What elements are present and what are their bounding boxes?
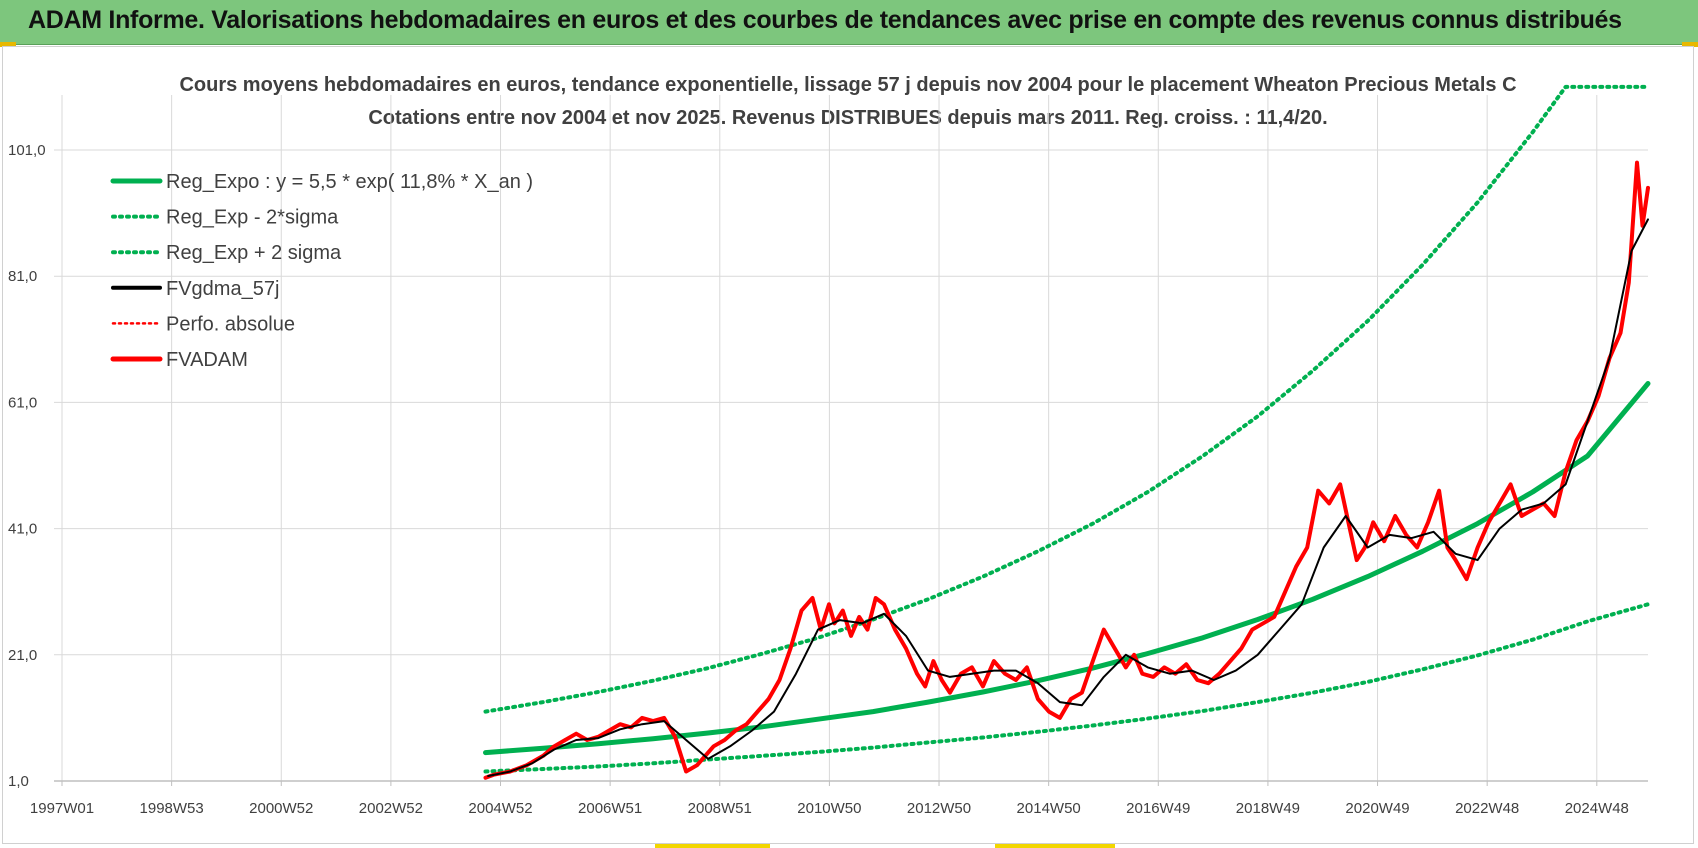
x-tick-label: 2012W50 [907,800,971,817]
y-tick-label: 41,0 [8,521,37,538]
x-tick-label: 2004W52 [468,800,532,817]
legend: Reg_Expo : y = 5,5 * exp( 11,8% * X_an )… [110,171,533,371]
x-tick-label: 2002W52 [359,800,423,817]
x-tick-label: 2000W52 [249,800,313,817]
x-tick-label: 2016W49 [1126,800,1190,817]
x-tick-label: 1997W01 [30,800,94,817]
legend-label: Reg_Exp - 2*sigma [166,207,339,229]
header-banner: ADAM Informe. Valorisations hebdomadaire… [0,0,1698,45]
y-tick-label: 1,0 [8,773,29,790]
x-tick-label: 1998W53 [140,800,204,817]
x-tick-label: 2024W48 [1565,800,1629,817]
header-title: ADAM Informe. Valorisations hebdomadaire… [28,6,1622,34]
x-tick-label: 2020W49 [1345,800,1409,817]
x-tick-label: 2008W51 [688,800,752,817]
legend-label: FVgdma_57j [166,278,279,300]
chart-frame [2,46,1694,844]
y-tick-label: 61,0 [8,394,37,411]
bottom-strip [655,844,770,848]
legend-label: Reg_Exp + 2 sigma [166,242,342,264]
series-fvadam-line [483,160,1650,780]
legend-label: Reg_Expo : y = 5,5 * exp( 11,8% * X_an ) [166,171,533,193]
x-tick-label: 2022W48 [1455,800,1519,817]
x-tick-label: 2010W50 [797,800,861,817]
x-tick-label: 2014W50 [1017,800,1081,817]
series-reg-plus-2sigma-line [483,84,1650,714]
x-tick-label: 2006W51 [578,800,642,817]
series-reg-minus-2sigma-line [483,602,1650,774]
chart-title: Cours moyens hebdomadaires en euros, ten… [179,74,1516,96]
bottom-strip [995,844,1115,848]
y-tick-label: 81,0 [8,268,37,285]
legend-label: Perfo. absolue [166,313,295,335]
banner-corner-right [1682,42,1698,47]
banner-corner-left [0,42,16,47]
chart-subtitle: Cotations entre nov 2004 et nov 2025. Re… [368,107,1327,129]
legend-label: FVADAM [166,349,248,371]
series-reg-expo-line [483,381,1651,756]
series-fvgdma-line [487,218,1649,777]
y-tick-label: 101,0 [8,142,46,159]
x-tick-label: 2018W49 [1236,800,1300,817]
y-tick-label: 21,0 [8,647,37,664]
